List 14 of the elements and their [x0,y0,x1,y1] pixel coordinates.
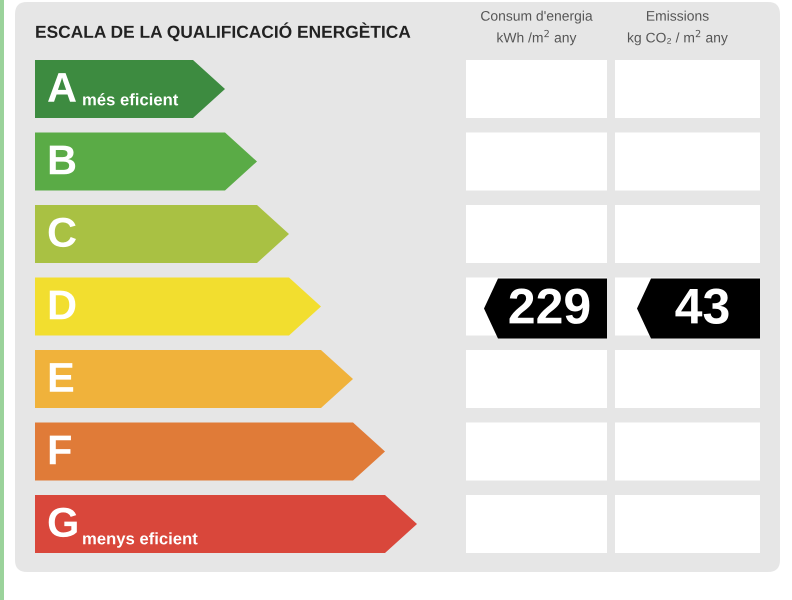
category-label: C [48,218,76,248]
category-label: G [48,508,77,538]
data-label: 43 [675,288,729,324]
data-label: 229 [510,288,590,324]
text: menys eficient [83,532,198,548]
text: més eficient [83,93,178,106]
category-label: A [48,73,76,102]
category-label: E [50,363,74,392]
category-label: D [50,290,76,320]
text: Emissions kg CO₂ / m$^{2}$ any [628,10,728,46]
category-label: B [50,146,76,174]
category-label: F [50,436,71,464]
text: Consum d'energia kWh /m$^{2}$ any [481,10,593,46]
text: ESCALA DE LA QUALIFICACIÓ ENERGÈTICA [36,22,410,42]
